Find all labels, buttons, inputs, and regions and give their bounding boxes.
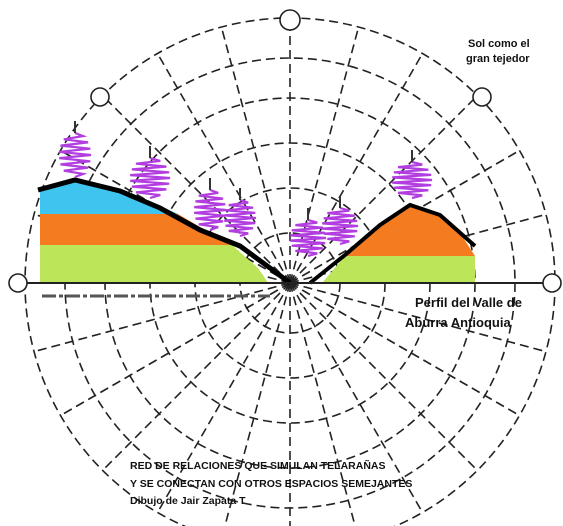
web-spoke <box>220 26 291 284</box>
scribble <box>322 206 359 246</box>
markers <box>8 9 562 293</box>
web-spoke <box>33 282 291 353</box>
marker <box>542 273 562 293</box>
web-spoke <box>156 53 291 284</box>
marker <box>90 87 110 107</box>
scribble <box>392 160 433 200</box>
web-spoke <box>102 95 291 284</box>
green-layer <box>322 256 475 283</box>
web-spoke <box>289 282 478 471</box>
web-spoke <box>289 282 547 353</box>
web-spoke <box>102 282 291 471</box>
blue-layer <box>40 181 178 214</box>
caption: Dibujo de Jair Zapata T <box>130 495 246 507</box>
scribble <box>224 198 257 238</box>
right-profile <box>308 202 477 285</box>
green-layer <box>40 245 268 283</box>
web-spoke <box>289 282 424 513</box>
scribble <box>290 218 327 258</box>
scribbles <box>59 121 433 258</box>
profile-note: Perfil del Valle de <box>415 295 522 310</box>
profile-note: Aburra Antioquia <box>405 315 511 330</box>
marker <box>8 273 28 293</box>
caption: Y SE CONECTAN CON OTROS ESPACIOS SEMEJAN… <box>130 478 412 490</box>
sun-note: gran tejedor <box>466 53 530 65</box>
web-spoke <box>156 282 291 513</box>
sun-note: Sol como el <box>468 38 530 50</box>
web-spoke <box>60 282 291 417</box>
scribble <box>130 156 171 200</box>
left-profile <box>37 177 292 285</box>
scribble <box>59 131 92 179</box>
marker <box>472 87 492 107</box>
web-spoke <box>224 282 291 526</box>
caption: RED DE RELACIONES QUE SIMULAN TELARAÑAS <box>130 459 386 472</box>
marker <box>279 9 301 31</box>
web-spoke <box>289 95 478 284</box>
web-spoke <box>289 282 520 417</box>
web-spoke <box>289 282 356 526</box>
